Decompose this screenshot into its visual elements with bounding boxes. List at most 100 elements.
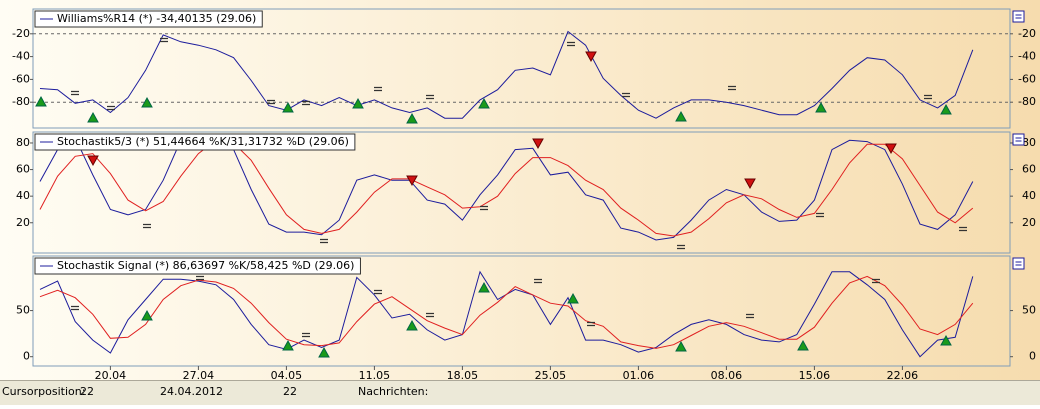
sell-signal [532,138,544,150]
cursor-value: 22 [80,385,94,398]
sell-signal [87,155,99,167]
sell-signal [406,175,418,187]
y2-tick-label: -80 [1018,95,1036,108]
collapse-button[interactable] [1012,133,1025,146]
neutral-signal [567,41,575,47]
neutral-signal [71,90,79,96]
y2-tick-label: 20 [1022,216,1036,229]
button-icon[interactable] [1015,261,1022,266]
buy-signal [406,319,418,331]
collapse-button[interactable] [1012,10,1025,23]
y2-tick-label: -20 [1018,27,1036,40]
series-line [39,275,974,349]
y2-tick-label: -60 [1018,72,1036,85]
y2-tick-label: 40 [1022,189,1036,202]
neutral-signal [267,99,275,105]
cursor-number: 22 [283,385,297,398]
x-tick-label: 20.04 [95,369,127,382]
legend-text: Stochastik Signal (*) 86,63697 %K/58,425… [57,259,354,272]
y-tick-label: -20 [12,27,30,40]
y2-tick-label: 80 [1022,136,1036,149]
buy-signal [478,281,490,293]
y-tick-label: 20 [16,216,30,229]
news-label: Nachrichten: [358,385,428,398]
cursor-label: Cursorposition: [2,385,85,398]
buy-signal [141,309,153,321]
neutral-signal [107,105,115,111]
buy-signal [282,339,294,351]
x-tick-label: 08.06 [711,369,743,382]
y2-tick-label: 60 [1022,163,1036,176]
legend-text: Williams%R14 (*) -34,40135 (29.06) [57,12,256,25]
buy-signal [318,346,330,358]
y-tick-label: -60 [12,72,30,85]
background [0,0,1040,380]
x-tick-label: 25.05 [535,369,567,382]
x-tick-label: 27.04 [183,369,215,382]
neutral-signal [160,37,168,43]
series-line [39,30,974,119]
neutral-signal [196,275,204,281]
y2-tick-label: -40 [1018,50,1036,63]
neutral-signal [872,278,880,284]
neutral-signal [480,205,488,211]
neutral-signal [426,94,434,100]
y-tick-label: -40 [12,50,30,63]
signal-markers [35,37,967,358]
buy-signal [940,103,952,115]
buy-signal [35,95,47,107]
legend-box [34,257,361,275]
buy-signal [675,110,687,122]
buy-signal [675,340,687,352]
button-box[interactable] [1012,257,1025,270]
buy-signal [406,112,418,124]
legend-text: Stochastik5/3 (*) 51,44664 %K/31,31732 %… [57,135,349,148]
collapse-button[interactable] [1012,257,1025,270]
neutral-signal [534,278,542,284]
neutral-signal [143,223,151,229]
y-tick-label: 50 [16,304,30,317]
neutral-signal [374,289,382,295]
neutral-signal [746,313,754,319]
y-tick-label: 40 [16,189,30,202]
neutral-signal [587,321,595,327]
legend: Stochastik5/3 (*) 51,44664 %K/31,31732 %… [34,133,356,151]
neutral-signal [71,305,79,311]
cursor-date: 24.04.2012 [160,385,223,398]
status-bar [0,380,1040,405]
buy-signal [797,339,809,351]
buy-signal [87,111,99,123]
x-tick-label: 04.05 [271,369,303,382]
x-tick-label: 01.06 [623,369,655,382]
pane-frame [32,131,1011,254]
neutral-signal [959,226,967,232]
button-box[interactable] [1012,10,1025,23]
buy-signal [567,292,579,304]
neutral-signal [622,92,630,98]
buy-signal [141,96,153,108]
legend: Williams%R14 (*) -34,40135 (29.06) [34,10,263,28]
neutral-signal [302,100,310,106]
button-icon[interactable] [1015,137,1022,142]
neutral-signal [816,212,824,218]
legend-box [34,10,263,28]
pane-frame [32,8,1011,129]
buy-signal [940,334,952,346]
sell-signal [885,143,897,155]
y2-tick-label: 0 [1029,350,1036,363]
sell-signal [585,51,597,63]
y2-tick-label: 50 [1022,304,1036,317]
x-tick-label: 18.05 [447,369,479,382]
button-icon[interactable] [1015,14,1022,19]
y-tick-label: -80 [12,95,30,108]
neutral-signal [374,86,382,92]
button-box[interactable] [1012,133,1025,146]
y-tick-label: 0 [23,350,30,363]
neutral-signal [320,238,328,244]
sell-signal [744,178,756,190]
legend-box [34,133,356,151]
neutral-signal [302,332,310,338]
x-tick-label: 11.05 [359,369,391,382]
neutral-signal [924,94,932,100]
